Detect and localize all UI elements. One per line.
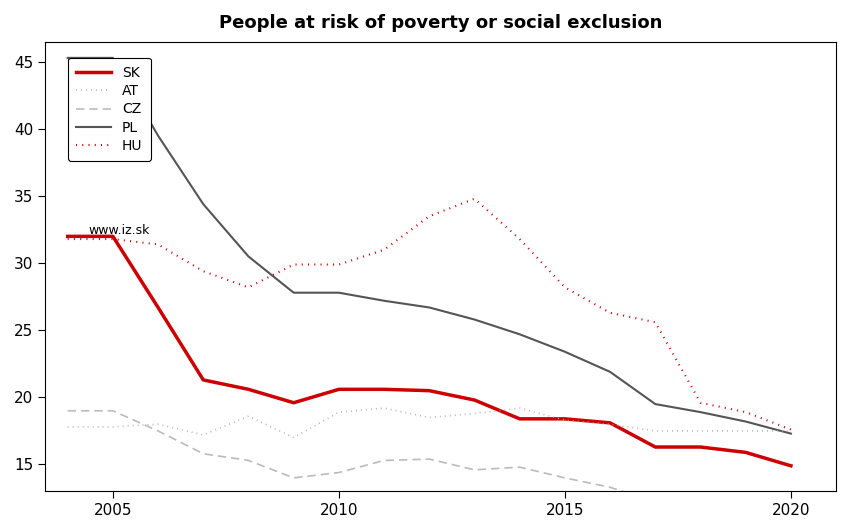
HU [605,310,615,316]
CZ [243,457,253,463]
PL [153,132,163,139]
Title: People at risk of poverty or social exclusion: People at risk of poverty or social excl… [219,14,662,32]
CZ [650,499,660,505]
SK [198,377,208,383]
AT [153,421,163,427]
AT [108,423,118,430]
SK [650,444,660,450]
SK [108,233,118,239]
AT [469,410,479,417]
Line: HU: HU [68,199,791,429]
CZ [198,451,208,457]
HU [289,261,299,268]
SK [785,463,796,469]
SK [153,304,163,311]
CZ [695,500,706,506]
AT [63,423,73,430]
SK [289,400,299,406]
HU [153,241,163,247]
SK [695,444,706,450]
PL [424,304,434,311]
PL [108,55,118,61]
HU [198,268,208,275]
Line: PL: PL [68,58,791,434]
HU [334,261,344,268]
HU [63,236,73,242]
CZ [334,469,344,476]
Legend: SK, AT, CZ, PL, HU: SK, AT, CZ, PL, HU [68,57,150,161]
PL [785,430,796,437]
PL [605,369,615,375]
CZ [469,467,479,473]
AT [785,428,796,434]
PL [243,253,253,260]
Line: AT: AT [68,408,791,438]
HU [514,236,524,242]
SK [605,420,615,426]
SK [560,415,570,422]
CZ [108,408,118,414]
AT [514,405,524,411]
HU [740,409,751,415]
PL [63,55,73,61]
AT [740,428,751,434]
CZ [379,457,389,463]
PL [469,317,479,323]
CZ [560,475,570,481]
PL [560,348,570,355]
AT [560,417,570,423]
AT [334,409,344,415]
CZ [424,456,434,462]
HU [785,426,796,433]
SK [514,415,524,422]
PL [650,401,660,408]
AT [243,413,253,419]
HU [108,236,118,242]
CZ [785,505,796,512]
SK [379,386,389,393]
HU [695,400,706,406]
SK [740,449,751,455]
SK [469,397,479,403]
Line: CZ: CZ [68,411,791,509]
CZ [514,464,524,470]
Text: www.iz.sk: www.iz.sk [88,224,150,237]
AT [424,414,434,421]
CZ [740,505,751,512]
PL [289,289,299,296]
CZ [153,428,163,434]
Line: SK: SK [68,236,791,466]
HU [243,284,253,290]
PL [198,201,208,207]
PL [695,409,706,415]
SK [424,387,434,394]
HU [379,246,389,253]
SK [63,233,73,239]
SK [243,386,253,393]
PL [334,289,344,296]
HU [650,319,660,326]
CZ [289,475,299,481]
AT [289,435,299,441]
AT [695,428,706,434]
HU [469,196,479,202]
CZ [605,484,615,491]
HU [424,213,434,219]
HU [560,284,570,290]
PL [379,297,389,304]
AT [650,428,660,434]
AT [605,421,615,427]
PL [740,418,751,425]
AT [198,432,208,438]
SK [334,386,344,393]
AT [379,405,389,411]
PL [514,331,524,337]
CZ [63,408,73,414]
